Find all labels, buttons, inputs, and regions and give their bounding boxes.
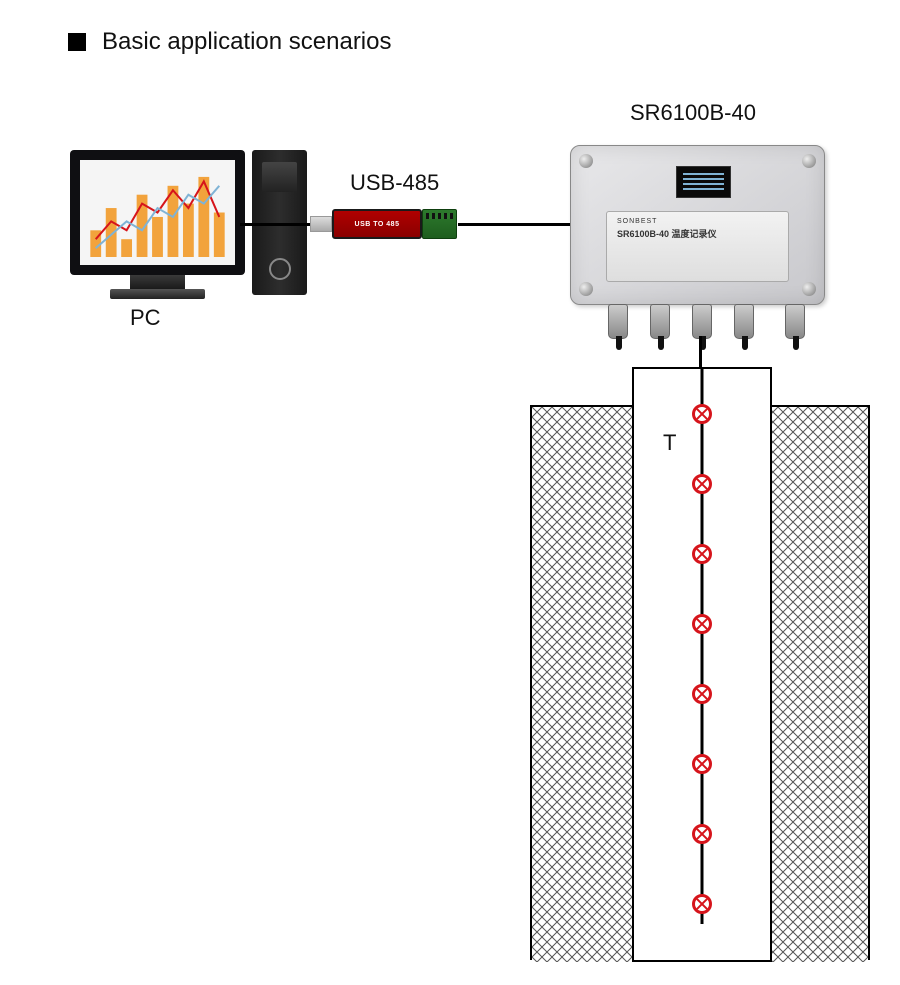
section-title-row: Basic application scenarios xyxy=(68,28,392,56)
rs485-terminal-icon xyxy=(422,209,457,239)
cable-gland-icon xyxy=(650,304,670,339)
sr6100b-device: SONBEST SR6100B-40 温度记录仪 xyxy=(570,145,825,305)
borehole-casing xyxy=(632,367,772,962)
cable-usb-box xyxy=(458,223,570,226)
screw-icon xyxy=(579,282,593,296)
screw-icon xyxy=(579,154,593,168)
pc-label: PC xyxy=(130,305,161,331)
usb485-adapter: USB TO 485 xyxy=(310,205,480,243)
usb-body-text: USB TO 485 xyxy=(355,221,400,228)
cable-gland-icon xyxy=(692,304,712,339)
cable-gland-icon xyxy=(785,304,805,339)
cable-gland-icon xyxy=(734,304,754,339)
temperature-sensor-node xyxy=(692,404,712,424)
cable-gland-icon xyxy=(608,304,628,339)
cable-pc-usb xyxy=(240,223,310,226)
chart-icon xyxy=(80,160,235,265)
square-bullet-icon xyxy=(68,33,86,51)
plate-brand: SONBEST xyxy=(617,218,778,225)
usb-body: USB TO 485 xyxy=(332,209,422,239)
pc-illustration xyxy=(70,150,245,299)
usb-plug-icon xyxy=(310,216,332,232)
temperature-sensor-node xyxy=(692,824,712,844)
plate-model: SR6100B-40 温度记录仪 xyxy=(617,227,778,240)
hatch-left xyxy=(532,407,632,962)
device-model-label: SR6100B-40 xyxy=(630,100,756,126)
connector-row xyxy=(590,306,820,356)
screw-icon xyxy=(802,154,816,168)
monitor xyxy=(70,150,245,275)
temperature-sensor-node xyxy=(692,614,712,634)
screw-icon xyxy=(802,282,816,296)
lcd-display-icon xyxy=(676,166,731,198)
monitor-base xyxy=(110,289,205,299)
section-title: Basic application scenarios xyxy=(102,28,392,56)
device-nameplate: SONBEST SR6100B-40 温度记录仪 xyxy=(606,211,789,282)
temperature-sensor-node xyxy=(692,684,712,704)
usb485-label: USB-485 xyxy=(350,170,439,196)
temperature-sensor-node xyxy=(692,754,712,774)
monitor-stand xyxy=(130,275,185,289)
hatch-right xyxy=(768,407,868,962)
borehole xyxy=(530,405,870,960)
temperature-sensor-node xyxy=(692,894,712,914)
monitor-screen xyxy=(80,160,235,265)
temperature-sensor-node xyxy=(692,544,712,564)
temperature-sensor-node xyxy=(692,474,712,494)
t-label: T xyxy=(663,430,676,456)
